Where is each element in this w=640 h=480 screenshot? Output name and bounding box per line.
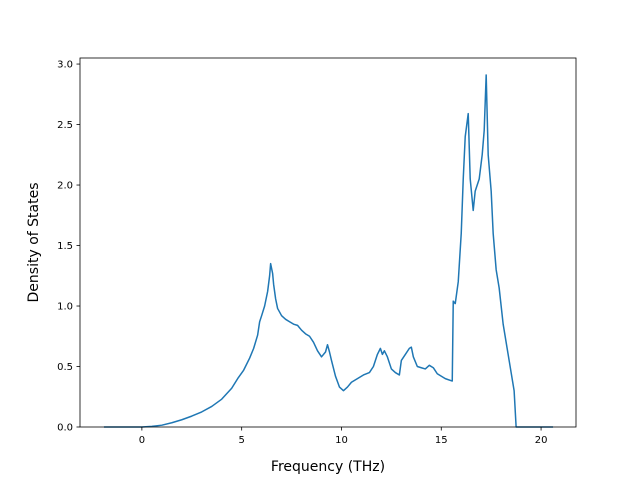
dos-line-0 xyxy=(103,74,554,428)
y-tick-label: 2.5 xyxy=(57,120,73,131)
plot-area xyxy=(103,74,554,428)
y-tick-label: 2.0 xyxy=(57,181,73,192)
x-tick-label: 10 xyxy=(335,435,348,446)
y-tick-label: 1.5 xyxy=(57,241,73,252)
y-tick-label: 0.5 xyxy=(57,362,73,373)
x-tick-label: 0 xyxy=(139,435,145,446)
y-axis-label: Density of States xyxy=(26,183,42,303)
x-tick-label: 20 xyxy=(535,435,548,446)
axes-frame xyxy=(79,57,577,428)
x-tick-label: 15 xyxy=(435,435,448,446)
y-tick-label: 3.0 xyxy=(57,60,73,71)
x-tick-label: 5 xyxy=(238,435,244,446)
tick-layer: 0 5 10 15 20 0.0 0.5 1.0 1.5 2.0 2.5 3.0 xyxy=(57,60,547,446)
x-axis-label: Frequency (THz) xyxy=(271,459,385,475)
y-tick-label: 1.0 xyxy=(57,302,73,313)
y-tick-label: 0.0 xyxy=(57,423,73,434)
